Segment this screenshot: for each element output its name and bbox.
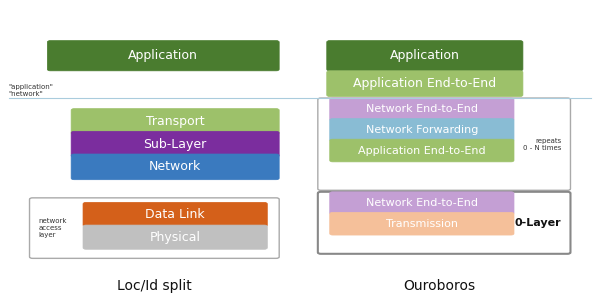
FancyBboxPatch shape (330, 213, 514, 235)
FancyBboxPatch shape (83, 225, 268, 249)
Text: Network Forwarding: Network Forwarding (365, 125, 478, 135)
Text: network
access
layer: network access layer (38, 218, 67, 238)
Text: Application End-to-End: Application End-to-End (353, 77, 496, 90)
FancyBboxPatch shape (330, 192, 514, 214)
Text: Application: Application (128, 49, 198, 62)
Text: "application"
"network": "application" "network" (9, 83, 53, 96)
FancyBboxPatch shape (330, 98, 514, 121)
Text: Data Link: Data Link (145, 208, 205, 221)
FancyBboxPatch shape (330, 139, 514, 162)
FancyBboxPatch shape (83, 202, 268, 227)
Text: Sub-Layer: Sub-Layer (143, 138, 207, 151)
Text: Transport: Transport (146, 115, 205, 128)
Text: Ouroboros: Ouroboros (404, 279, 476, 293)
FancyBboxPatch shape (47, 41, 279, 71)
FancyBboxPatch shape (318, 98, 571, 190)
Text: repeats
0 - N times: repeats 0 - N times (523, 138, 562, 151)
Text: Network: Network (149, 160, 201, 173)
FancyBboxPatch shape (71, 109, 279, 134)
Text: Transmission: Transmission (386, 219, 458, 229)
FancyBboxPatch shape (29, 198, 279, 258)
FancyBboxPatch shape (327, 41, 523, 71)
FancyBboxPatch shape (71, 154, 279, 180)
Text: Application End-to-End: Application End-to-End (358, 145, 485, 156)
FancyBboxPatch shape (327, 71, 523, 96)
FancyBboxPatch shape (330, 119, 514, 141)
Text: Network End-to-End: Network End-to-End (366, 104, 478, 114)
Text: Application: Application (390, 49, 460, 62)
Text: Network End-to-End: Network End-to-End (366, 198, 478, 208)
Text: Loc/Id split: Loc/Id split (117, 279, 192, 293)
Text: 0-Layer: 0-Layer (515, 218, 562, 228)
FancyBboxPatch shape (318, 192, 571, 254)
FancyBboxPatch shape (71, 131, 279, 157)
Text: Physical: Physical (149, 231, 200, 244)
